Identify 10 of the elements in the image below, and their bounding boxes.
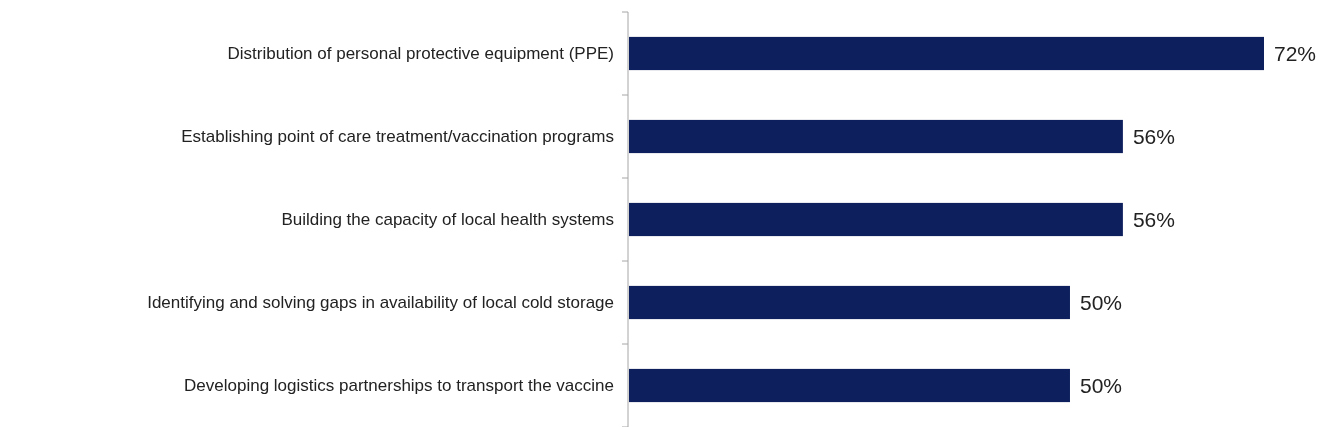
y-tick-label: Developing logistics partnerships to transport the vaccine [184, 376, 614, 396]
data-label: 72% [1274, 41, 1317, 65]
y-tick-label: Establishing point of care treatment/vaccination programs [181, 127, 614, 147]
y-tick-label: Building the capacity of local health systems [281, 210, 614, 230]
data-label: 56% [1132, 207, 1175, 231]
data-label: 56% [1132, 124, 1175, 148]
data-label: 50% [1079, 373, 1122, 397]
y-tick-label: Identifying and solving gaps in availability of local cold storage [147, 293, 614, 313]
y-tick-label: Distribution of personal protective equipment (PPE) [227, 44, 614, 64]
data-label: 50% [1079, 290, 1122, 314]
